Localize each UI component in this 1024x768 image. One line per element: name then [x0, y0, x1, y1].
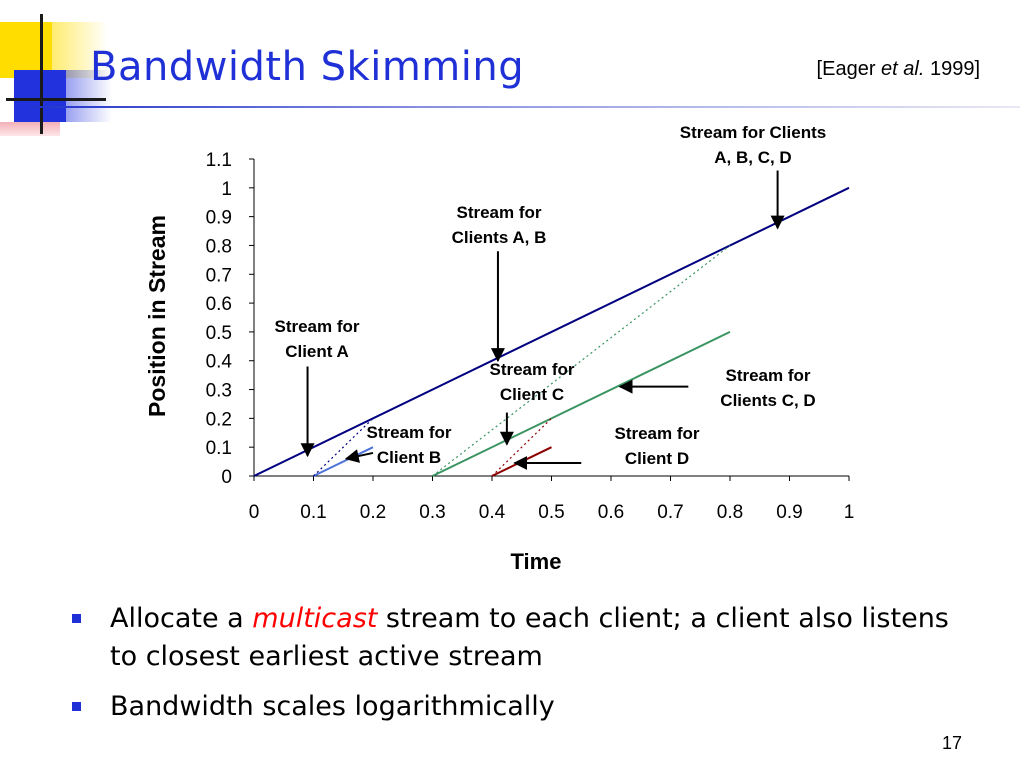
x-tick-label: 0.6 — [598, 502, 624, 523]
series-line — [313, 446, 374, 477]
citation-close: 1999] — [924, 58, 980, 80]
deco-vertical-line — [40, 14, 43, 134]
annotation-line: Stream for — [614, 424, 699, 443]
annotation-label: Stream for Clients A, B, C, D — [680, 123, 826, 167]
x-tick-label: 1 — [844, 502, 855, 523]
citation-open: [Eager — [816, 58, 882, 80]
bullet-text-post: stream to each client; a client also lis… — [110, 603, 949, 672]
annotation-label: Stream for Client C — [489, 360, 574, 404]
chart-axes: 0 0.1 0.2 0.3 0.4 0.5 0.6 0.7 0.8 0.9 1 1.1 0 0.1 0.2 0… — [206, 150, 855, 523]
annotation-line: Clients A, B — [452, 228, 547, 247]
y-tick-label: 0.8 — [206, 236, 232, 257]
series-line — [432, 331, 731, 477]
bullet-square-icon — [72, 702, 81, 711]
x-tick-label: 0.7 — [657, 502, 683, 523]
y-axis-label: Position in Stream — [144, 215, 170, 417]
annotation-label: Stream for Client D — [614, 424, 699, 468]
slide-title: Bandwidth Skimming — [90, 44, 525, 90]
chart: 0 0.1 0.2 0.3 0.4 0.5 0.6 0.7 0.8 0.9 1 1.1 0 0.1 0.2 0… — [144, 123, 855, 574]
citation: [Eager et al. 1999] — [817, 58, 980, 81]
y-tick-label: 1.1 — [206, 150, 232, 171]
bullet-text-pre: Bandwidth scales logarithmically — [110, 691, 555, 722]
x-tick-label: 0.3 — [419, 502, 445, 523]
bullet-item: Bandwidth scales logarithmically — [72, 688, 972, 726]
deco-pink-square — [0, 122, 60, 136]
y-tick-label: 0.5 — [206, 323, 232, 344]
annotation-arrow — [344, 449, 374, 463]
annotation-line: Clients C, D — [720, 391, 815, 410]
series-dotted-line — [491, 417, 552, 477]
annotation-line: Client C — [500, 385, 564, 404]
deco-yellow-fade — [48, 22, 108, 78]
annotation-label: Stream for Client B — [366, 423, 451, 467]
annotation-label: Stream for Client A — [274, 317, 359, 361]
annotation-label: Stream for Clients A, B — [452, 203, 547, 247]
series-line — [253, 186, 850, 477]
deco-horizontal-line — [6, 98, 106, 101]
annotation-line: Client D — [625, 449, 689, 468]
y-tick-label: 1 — [221, 179, 232, 200]
annotation-label: Stream for Clients C, D — [720, 366, 815, 410]
annotation-line: Stream for — [489, 360, 574, 379]
bullet-text-pre: Allocate a — [110, 603, 253, 634]
y-tick-label: 0.2 — [206, 409, 232, 430]
annotation-line: A, B, C, D — [714, 148, 791, 167]
title-divider — [30, 106, 1020, 108]
y-tick-label: 0.7 — [206, 265, 232, 286]
y-tick-label: 0.1 — [206, 438, 232, 459]
y-tick-label: 0 — [221, 467, 232, 488]
y-tick-label: 0.6 — [206, 294, 232, 315]
series-dotted-line — [313, 417, 374, 477]
chart-series — [253, 186, 850, 477]
deco-blue-fade — [62, 70, 112, 122]
page-number: 17 — [941, 733, 962, 753]
y-tick-label: 0.4 — [206, 352, 233, 373]
chart-annotations: Stream for Clients A, B, C, D Stream for Cl… — [274, 123, 826, 471]
bullet-item: Allocate a multicast stream to each clie… — [72, 600, 972, 676]
x-tick-label: 0.4 — [479, 502, 506, 523]
x-tick-label: 0.5 — [538, 502, 564, 523]
bullet-square-icon — [72, 614, 81, 623]
annotation-line: Client A — [285, 342, 349, 361]
annotation-line: Stream for — [366, 423, 451, 442]
annotation-line: Stream for — [274, 317, 359, 336]
annotation-line: Client B — [377, 448, 441, 467]
bullet-list: Allocate a multicast stream to each clie… — [72, 600, 972, 738]
y-tick-label: 0.9 — [206, 208, 232, 229]
y-tick-label: 0.3 — [206, 381, 232, 402]
x-tick-label: 0.8 — [717, 502, 743, 523]
deco-yellow-square — [0, 22, 52, 78]
x-tick-label: 0.1 — [300, 502, 326, 523]
x-tick-label: 0.9 — [776, 502, 802, 523]
x-axis-label: Time — [511, 549, 562, 574]
x-tick-label: 0 — [249, 502, 260, 523]
x-tick-label: 0.2 — [360, 502, 386, 523]
annotation-line: Stream for — [456, 203, 541, 222]
citation-italic: et al. — [881, 58, 925, 80]
annotation-line: Stream for Clients — [680, 123, 826, 142]
annotation-line: Stream for — [725, 366, 810, 385]
bullet-highlight: multicast — [252, 603, 378, 634]
series-line — [491, 446, 552, 477]
